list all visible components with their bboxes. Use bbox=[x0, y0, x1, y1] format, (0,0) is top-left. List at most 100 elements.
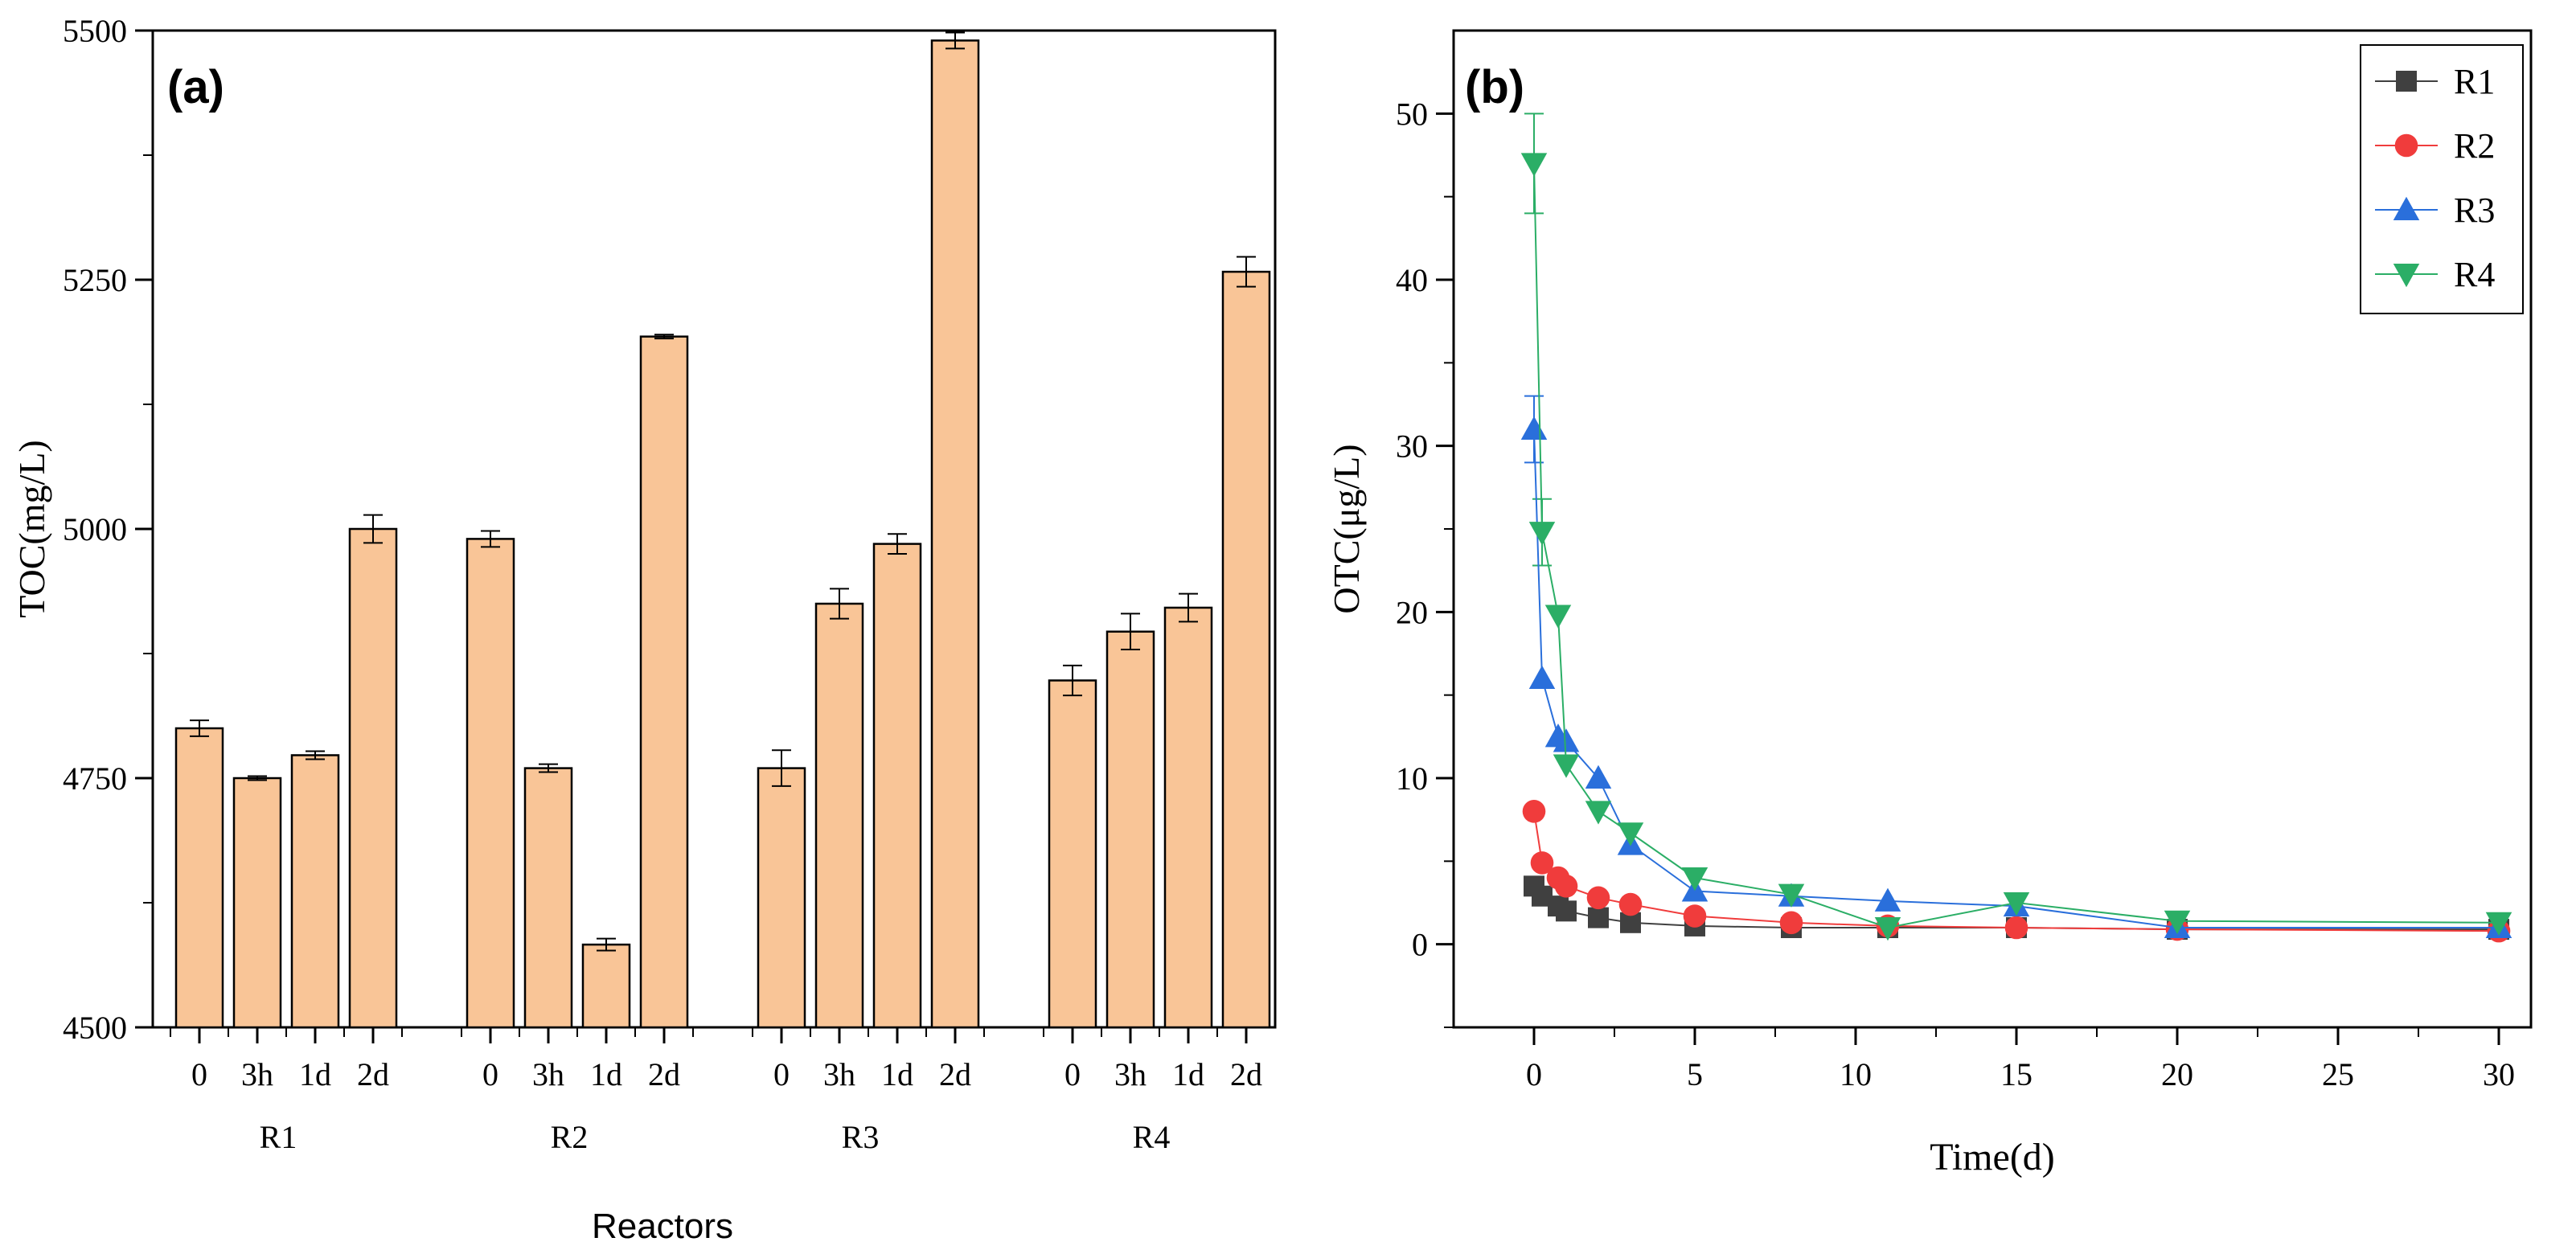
y-tick-label: 40 bbox=[1396, 262, 1428, 298]
data-point-r4 bbox=[1874, 917, 1901, 941]
bar bbox=[348, 527, 398, 1029]
data-point-r4 bbox=[1681, 867, 1708, 891]
bar bbox=[523, 767, 573, 1029]
data-point-r3 bbox=[1528, 665, 1556, 689]
legend-marker bbox=[2393, 196, 2420, 220]
legend-box bbox=[2360, 44, 2524, 314]
panel-b-axes: 0 10 20 30 40 50 0 5 10 15 20 25 30 bbox=[1396, 96, 2515, 1092]
panel-b-xlabel: Time(d) bbox=[1930, 1136, 2055, 1178]
panel-a: (a) TOC(mg/L) Reactors 4500 4750 5000 5250 5… bbox=[11, 13, 1277, 1246]
panel-b-label: (b) bbox=[1465, 61, 1524, 113]
data-point-r1 bbox=[1556, 900, 1577, 922]
y-tick-label: 10 bbox=[1396, 760, 1428, 797]
bar bbox=[1221, 270, 1271, 1029]
x-tick-label: 0 bbox=[191, 1056, 207, 1092]
x-tick-label: 0 bbox=[482, 1056, 498, 1092]
bar bbox=[581, 943, 631, 1029]
data-point-r4 bbox=[2164, 910, 2191, 934]
data-point-r3 bbox=[1874, 887, 1901, 912]
bar bbox=[466, 538, 515, 1029]
data-point-r2 bbox=[1618, 892, 1643, 916]
data-point-r3 bbox=[1585, 764, 1612, 789]
x-tick-label: 3h bbox=[532, 1056, 564, 1092]
panel-b-ylabel: OTC(μg/L) bbox=[1326, 444, 1367, 613]
data-point-r4 bbox=[2003, 892, 2030, 916]
x-tick-label: 10 bbox=[1840, 1056, 1872, 1092]
panel-b-legend: R1 R2 R3 R4 bbox=[2360, 44, 2524, 314]
x-tick-label: 1d bbox=[590, 1056, 622, 1092]
y-tick-label: 50 bbox=[1396, 96, 1428, 132]
panel-a-label: (a) bbox=[167, 61, 224, 113]
panel-a-y-axis: 4500 4750 5000 5250 5500 bbox=[63, 13, 153, 1046]
x-tick-label: 1d bbox=[299, 1056, 331, 1092]
data-point-r4 bbox=[1528, 522, 1556, 546]
panel-a-xlabel: Reactors bbox=[592, 1207, 733, 1246]
y-tick-label: 20 bbox=[1396, 594, 1428, 630]
series-line-r3 bbox=[1533, 428, 2499, 928]
legend-marker bbox=[2394, 133, 2418, 158]
y-tick-label: 30 bbox=[1396, 428, 1428, 465]
x-tick-label: 2d bbox=[939, 1056, 971, 1092]
x-tick-label: 25 bbox=[2322, 1056, 2354, 1092]
group-label: R2 bbox=[551, 1119, 589, 1155]
x-tick-label: 3h bbox=[823, 1056, 855, 1092]
legend-marker bbox=[2396, 71, 2417, 92]
data-point-r4 bbox=[1553, 754, 1580, 778]
x-tick-label: 1d bbox=[881, 1056, 913, 1092]
x-tick-label: 0 bbox=[1526, 1056, 1542, 1092]
x-tick-label: 0 bbox=[1064, 1056, 1081, 1092]
panel-a-ylabel: TOC(mg/L) bbox=[11, 440, 52, 617]
x-tick-label: 0 bbox=[773, 1056, 790, 1092]
data-point-r3 bbox=[1520, 416, 1548, 440]
data-point-r2 bbox=[1522, 800, 1546, 823]
y-tick-label: 0 bbox=[1412, 927, 1428, 963]
x-tick-label: 3h bbox=[241, 1056, 273, 1092]
y-tick-label: 5000 bbox=[63, 511, 127, 547]
bar bbox=[814, 602, 864, 1029]
group-label: R4 bbox=[1133, 1119, 1171, 1155]
bar bbox=[930, 39, 980, 1029]
y-tick-label: 4500 bbox=[63, 1010, 127, 1046]
data-point-r4 bbox=[1544, 605, 1572, 629]
x-tick-label: 20 bbox=[2161, 1056, 2193, 1092]
legend-label: R3 bbox=[2454, 191, 2495, 230]
bar bbox=[757, 767, 806, 1029]
bar bbox=[290, 754, 340, 1029]
panel-b: (b) OTC(μg/L) Time(d) 0 10 20 30 40 50 0 5 10 15 2… bbox=[1326, 29, 2533, 1178]
series-line-r4 bbox=[1533, 163, 2500, 929]
x-tick-label: 2d bbox=[357, 1056, 389, 1092]
data-point-r2 bbox=[1683, 904, 1707, 928]
x-tick-label: 30 bbox=[2483, 1056, 2515, 1092]
x-tick-label: 15 bbox=[2000, 1056, 2032, 1092]
data-point-r2 bbox=[2004, 916, 2028, 940]
y-tick-label: 5500 bbox=[63, 13, 127, 49]
data-point-r2 bbox=[1586, 886, 1610, 910]
group-label: R3 bbox=[842, 1119, 880, 1155]
legend-label: R1 bbox=[2454, 62, 2495, 101]
data-point-r2 bbox=[1554, 875, 1578, 898]
panel-a-x-axis: 0 3h 1d 2d R1 0 3h 1d 2d R2 0 3h 1d 2d R3 0 3h 1d 2d R4 bbox=[170, 1027, 1262, 1155]
x-tick-label: 1d bbox=[1172, 1056, 1204, 1092]
bar bbox=[1048, 679, 1097, 1029]
x-tick-label: 2d bbox=[648, 1056, 680, 1092]
data-point-r2 bbox=[1530, 851, 1554, 875]
legend-marker bbox=[2393, 264, 2420, 288]
group-label: R1 bbox=[260, 1119, 297, 1155]
x-tick-label: 3h bbox=[1114, 1056, 1146, 1092]
data-point-r1 bbox=[1588, 907, 1609, 928]
y-tick-label: 5250 bbox=[63, 262, 127, 298]
data-point-r4 bbox=[2485, 912, 2512, 936]
legend-label: R4 bbox=[2454, 255, 2495, 294]
bar bbox=[1105, 630, 1155, 1029]
data-point-r4 bbox=[1617, 822, 1644, 846]
bar bbox=[872, 543, 922, 1029]
x-tick-label: 5 bbox=[1687, 1056, 1703, 1092]
panel-b-series bbox=[1520, 113, 2512, 943]
panel-a-bars bbox=[174, 31, 1271, 1029]
legend-label: R2 bbox=[2454, 126, 2495, 166]
data-point-r2 bbox=[1779, 911, 1803, 935]
bar bbox=[174, 727, 224, 1029]
data-point-r4 bbox=[1778, 883, 1805, 908]
x-tick-label: 2d bbox=[1230, 1056, 1262, 1092]
